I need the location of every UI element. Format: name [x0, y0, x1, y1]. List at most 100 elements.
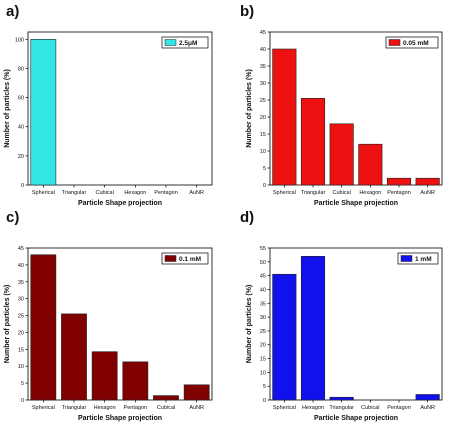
- bar: [358, 143, 383, 186]
- category-label: Spherical: [32, 190, 55, 196]
- y-tick-label: 30: [260, 81, 266, 87]
- category-label: Cubical: [361, 405, 379, 411]
- y-tick-label: 60: [18, 96, 24, 102]
- y-tick-label: 25: [260, 329, 266, 335]
- chart-panel-2: b) 0 5 10 15 20 25 30 35 40 45 Spherical Triangular C…: [240, 3, 443, 207]
- y-tick-label: 5: [263, 384, 266, 390]
- y-tick-label: 20: [260, 343, 266, 349]
- y-tick-label: 45: [18, 246, 24, 252]
- bar: [183, 384, 210, 401]
- category-label: Triangular: [62, 405, 87, 411]
- legend-label: 0.05 mM: [403, 40, 429, 47]
- y-tick-label: 10: [260, 370, 266, 376]
- y-tick-label: 25: [260, 98, 266, 104]
- y-tick-label: 45: [260, 274, 266, 280]
- y-tick-label: 10: [18, 364, 24, 370]
- category-label: AuNR: [420, 405, 435, 411]
- chart-panel-4: d) 0 5 10 15 20 25 30 35 40 45 50 55 Spherical Hexagon…: [240, 209, 443, 422]
- y-tick-label: 5: [263, 166, 266, 172]
- category-label: Hexagon: [359, 190, 381, 196]
- category-label: Cubical: [332, 190, 350, 196]
- category-label: AuNR: [189, 405, 204, 411]
- y-tick-label: 35: [18, 280, 24, 286]
- category-label: Pentagon: [387, 190, 411, 196]
- chart-panel-1: a) 0 20 40 60 80 100 Spherical Triangular Cubical…: [4, 3, 213, 207]
- y-tick-label: 0: [263, 183, 266, 189]
- category-label: Cubical: [157, 405, 175, 411]
- category-label: Spherical: [273, 190, 296, 196]
- legend-box: [397, 252, 439, 265]
- x-axis-label: Particle Shape projection: [78, 415, 162, 422]
- legend-box: [161, 36, 209, 49]
- y-tick-label: 20: [18, 154, 24, 160]
- category-label: Pentagon: [124, 405, 148, 411]
- y-tick-label: 100: [15, 37, 24, 43]
- bar: [272, 48, 297, 186]
- y-tick-label: 40: [18, 263, 24, 269]
- x-axis-label: Particle Shape projection: [78, 200, 162, 207]
- bar: [415, 394, 440, 401]
- panel-letter: c): [6, 209, 19, 226]
- bar: [300, 98, 326, 186]
- bar: [30, 254, 57, 401]
- axes-frame: [269, 247, 443, 401]
- y-tick-label: 80: [18, 66, 24, 72]
- y-tick-label: 5: [21, 381, 24, 387]
- chart-panel-3: c) 0 5 10 15 20 25 30 35 40 45 Spherical Triangular H…: [4, 209, 213, 422]
- x-axis-label: Particle Shape projection: [314, 415, 398, 422]
- y-tick-label: 45: [260, 30, 266, 36]
- bar: [272, 273, 297, 401]
- y-tick-label: 40: [260, 287, 266, 293]
- category-label: Triangular: [329, 405, 354, 411]
- legend-label: 2.5μM: [179, 40, 197, 47]
- bar: [153, 395, 179, 401]
- bar: [30, 38, 57, 186]
- category-label: Pentagon: [387, 405, 411, 411]
- panel-letter: d): [240, 209, 254, 226]
- y-axis-label: Number of particles (%): [4, 69, 11, 148]
- bar: [61, 313, 87, 401]
- bar: [122, 361, 149, 401]
- bar: [329, 396, 354, 401]
- y-tick-label: 35: [260, 64, 266, 70]
- y-tick-label: 40: [18, 125, 24, 131]
- bar: [386, 177, 412, 186]
- category-label: Triangular: [301, 190, 326, 196]
- y-tick-label: 25: [18, 314, 24, 320]
- y-tick-label: 15: [260, 357, 266, 363]
- panel-letter: a): [6, 3, 19, 20]
- y-tick-label: 30: [260, 315, 266, 321]
- bar: [415, 177, 440, 186]
- axes-frame: [27, 31, 213, 186]
- axes-frame: [27, 247, 213, 401]
- category-label: Hexagon: [302, 405, 324, 411]
- y-tick-label: 50: [260, 260, 266, 266]
- bar: [300, 255, 326, 401]
- y-axis-label: Number of particles (%): [246, 69, 253, 148]
- y-tick-label: 15: [18, 347, 24, 353]
- y-tick-label: 0: [21, 183, 24, 189]
- axes-frame: [269, 31, 443, 186]
- legend-swatch: [388, 39, 401, 46]
- y-tick-label: 20: [260, 115, 266, 121]
- legend-box: [161, 252, 209, 265]
- category-label: AuNR: [420, 190, 435, 196]
- category-label: Pentagon: [154, 190, 178, 196]
- y-tick-label: 30: [18, 297, 24, 303]
- category-label: Cubical: [95, 190, 113, 196]
- bar: [329, 123, 354, 186]
- panel-letter: b): [240, 3, 254, 20]
- y-tick-label: 0: [263, 398, 266, 404]
- y-tick-label: 55: [260, 246, 266, 252]
- category-label: Triangular: [62, 190, 87, 196]
- y-tick-label: 10: [260, 149, 266, 155]
- y-tick-label: 0: [21, 398, 24, 404]
- y-tick-label: 15: [260, 132, 266, 138]
- y-tick-label: 35: [260, 301, 266, 307]
- category-label: Spherical: [32, 405, 55, 411]
- y-tick-label: 40: [260, 47, 266, 53]
- x-axis-label: Particle Shape projection: [314, 200, 398, 207]
- y-axis-label: Number of particles (%): [4, 285, 11, 364]
- legend-box: [385, 36, 439, 49]
